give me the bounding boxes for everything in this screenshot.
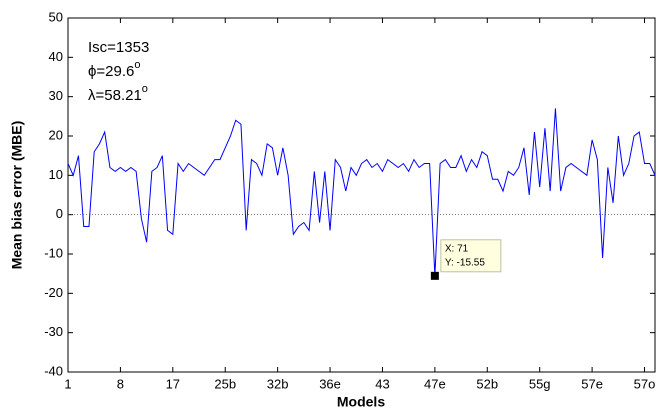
annotation-text: λ=58.21 <box>88 87 142 104</box>
y-tick-label: -20 <box>44 285 63 300</box>
y-tick-label: 30 <box>49 88 63 103</box>
annotation-sup: o <box>134 59 140 71</box>
annotation: λ=58.21o <box>88 83 148 104</box>
datatip-label: X: 71 <box>445 243 469 254</box>
x-tick-label: 43 <box>375 376 389 391</box>
x-tick-label: 47e <box>424 376 446 391</box>
annotation: ϕ=29.6o <box>88 59 140 80</box>
datatip-box <box>440 239 502 273</box>
x-tick-label: 57o <box>634 376 656 391</box>
annotation-text: Isc=1353 <box>88 39 149 56</box>
annotation-text: ϕ=29.6 <box>88 63 134 80</box>
datatip-label: Y: -15.55 <box>445 257 485 268</box>
y-tick-label: -40 <box>44 363 63 378</box>
x-tick-label: 8 <box>117 376 124 391</box>
x-tick-label: 17 <box>166 376 180 391</box>
x-tick-label: 52b <box>476 376 498 391</box>
data-line <box>67 108 656 276</box>
annotation-sup: o <box>142 83 148 95</box>
x-tick-label: 36e <box>319 376 341 391</box>
y-tick-label: 0 <box>56 206 63 221</box>
x-axis-label: Models <box>337 394 385 410</box>
x-tick-label: 32b <box>267 376 289 391</box>
y-tick-label: -10 <box>44 245 63 260</box>
x-tick-label: 55g <box>529 376 551 391</box>
datatip-marker <box>430 271 439 280</box>
x-tick-label: 57e <box>581 376 603 391</box>
annotation: Isc=1353 <box>88 39 149 56</box>
y-tick-label: -30 <box>44 324 63 339</box>
x-tick-label: 25b <box>214 376 236 391</box>
y-tick-label: 40 <box>49 49 63 64</box>
y-tick-label: 50 <box>49 9 63 24</box>
x-tick-label: 1 <box>64 376 71 391</box>
y-tick-label: 10 <box>49 167 63 182</box>
y-axis-label: Mean bias error (MBE) <box>9 121 25 270</box>
y-tick-label: 20 <box>49 127 63 142</box>
plot-area <box>67 17 656 373</box>
